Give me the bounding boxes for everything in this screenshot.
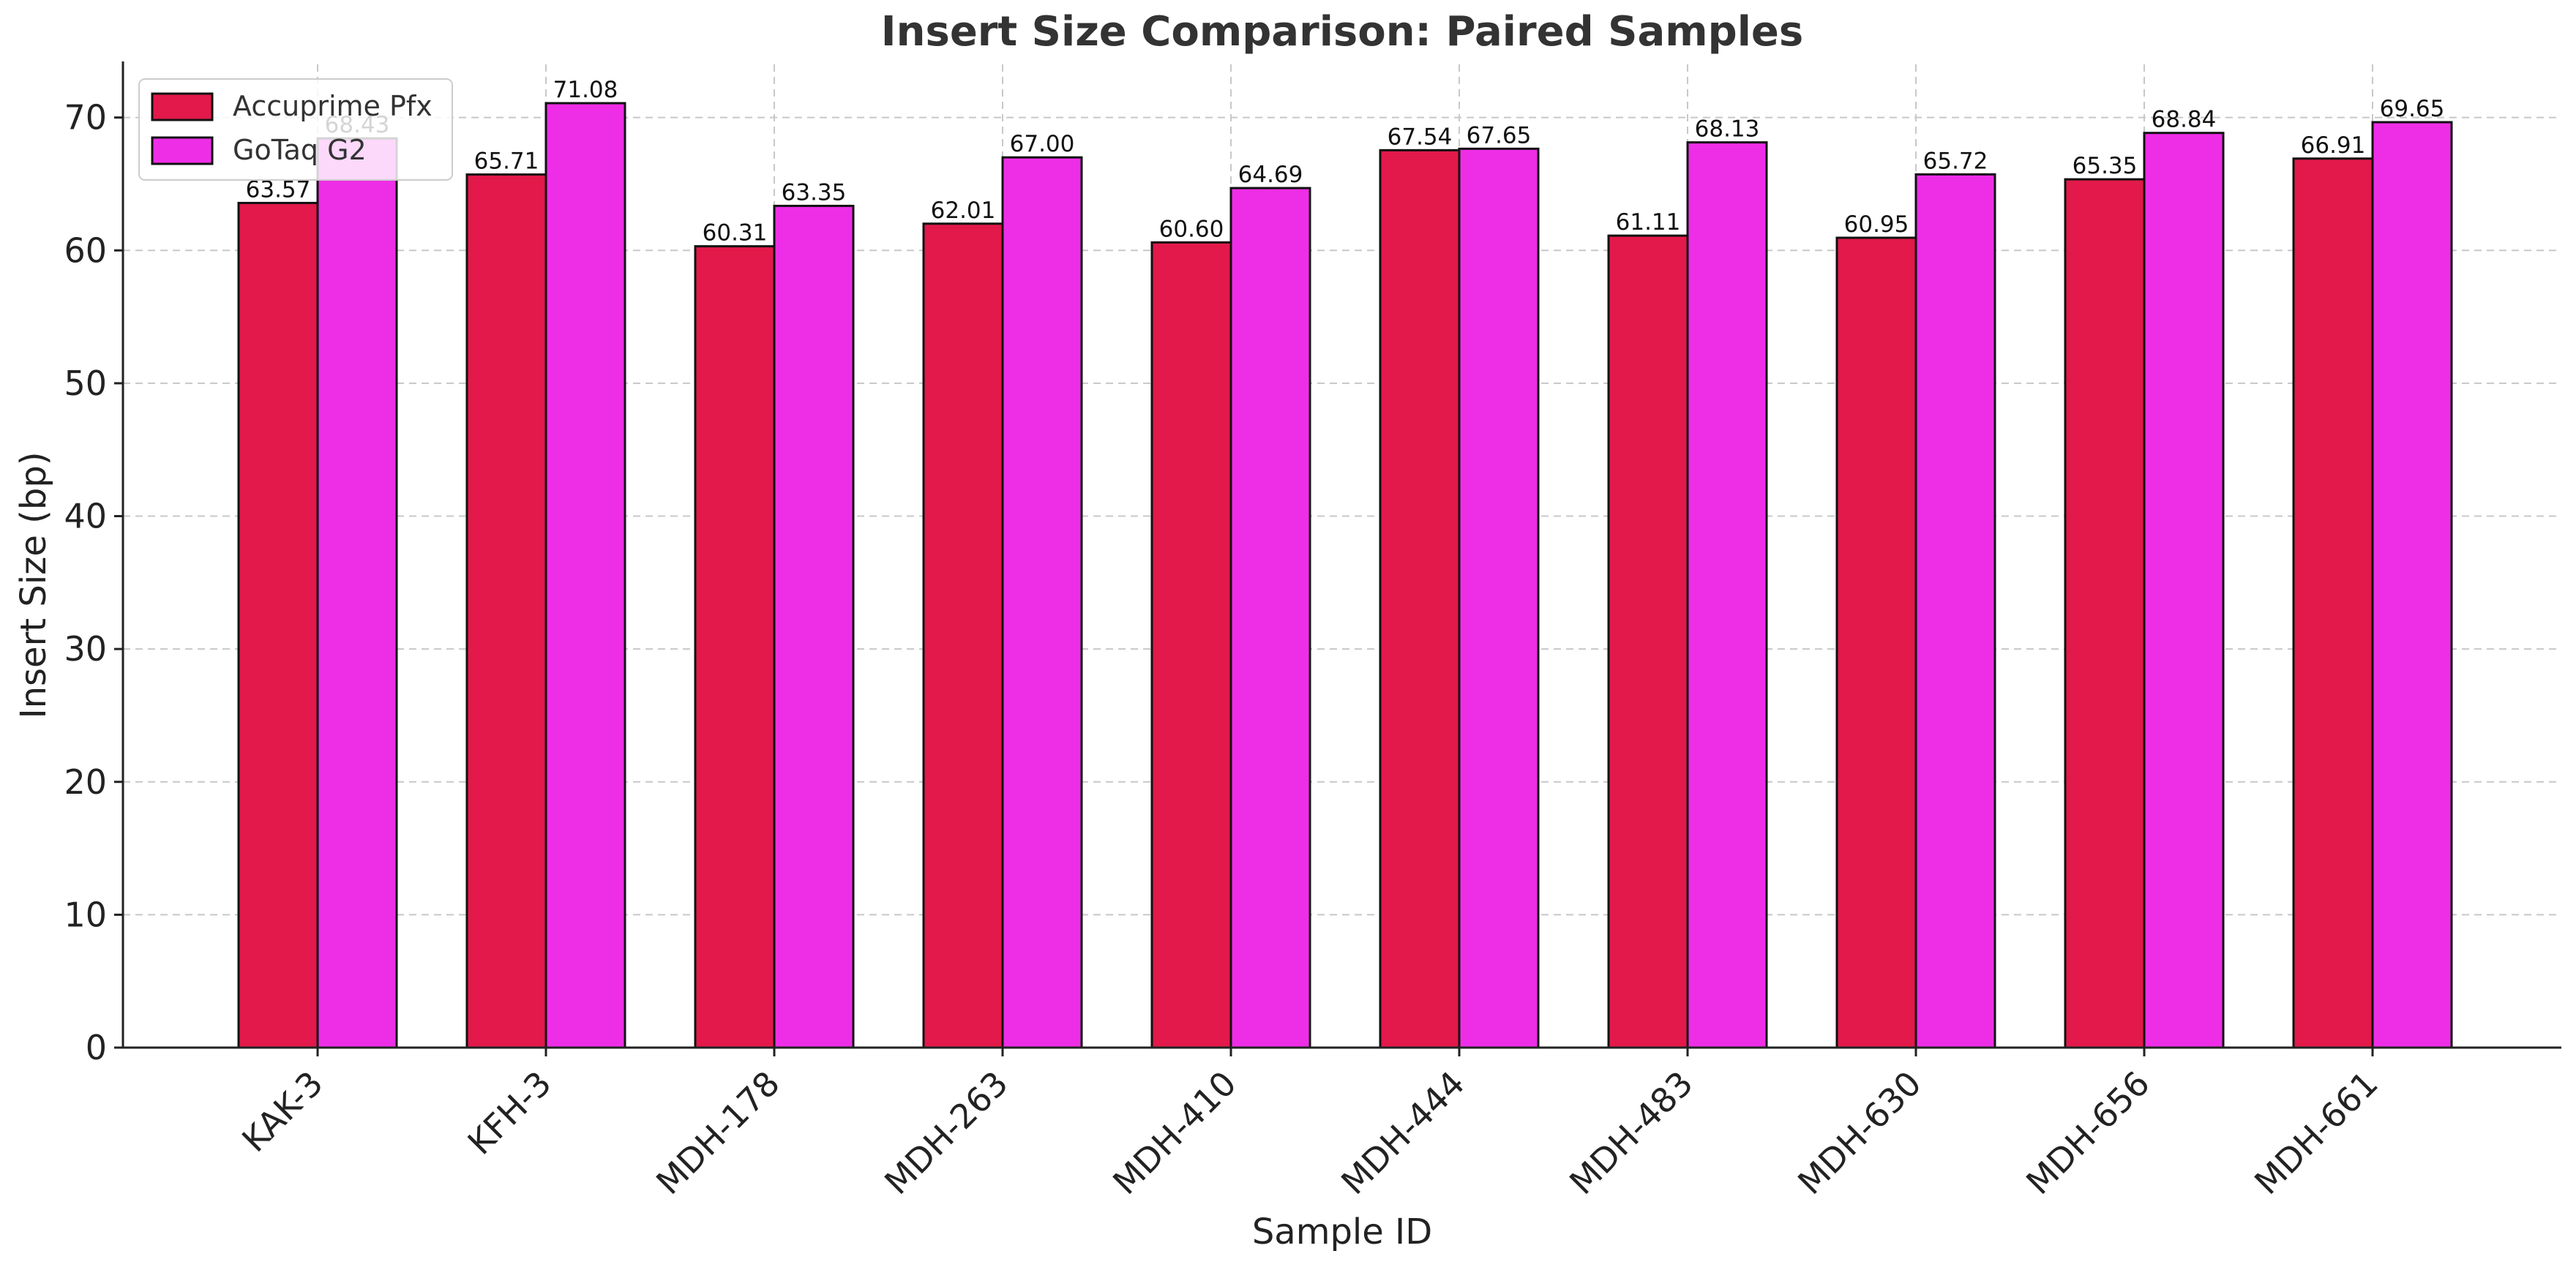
data-label: 60.95: [1844, 211, 1909, 238]
legend-label: Accuprime Pfx: [233, 90, 433, 122]
legend-box: [138, 78, 453, 181]
y-tick-label: 70: [64, 98, 107, 138]
x-tick-label: MDH-630: [1790, 1064, 1929, 1203]
bar-accuprime-pfx-mdh-178: [694, 245, 776, 1049]
bar-accuprime-pfx-mdh-661: [2292, 157, 2374, 1049]
x-tick-label: KFH-3: [460, 1064, 559, 1162]
bar-gotaq-g2-kfh-3: [544, 102, 626, 1049]
data-label: 69.65: [2380, 96, 2445, 122]
y-tick-label: 50: [64, 364, 107, 403]
y-tick-label: 20: [64, 762, 107, 802]
x-tick-label: MDH-410: [1105, 1064, 1244, 1203]
bar-gotaq-g2-mdh-656: [2143, 132, 2225, 1049]
bars-layer: [237, 102, 2453, 1049]
x-tick-label: MDH-178: [648, 1064, 787, 1203]
bar-gotaq-g2-kak-3: [316, 137, 398, 1049]
y-tick-label: 60: [64, 230, 107, 270]
bar-accuprime-pfx-mdh-656: [2064, 178, 2146, 1049]
x-axis-label: Sample ID: [1252, 1211, 1432, 1252]
y-tick-label: 0: [86, 1028, 107, 1067]
y-tick-label: 40: [64, 497, 107, 536]
data-label: 62.01: [931, 198, 996, 224]
bar-accuprime-pfx-mdh-483: [1607, 234, 1689, 1049]
bar-accuprime-pfx-mdh-630: [1835, 236, 1917, 1049]
bar-gotaq-g2-mdh-483: [1686, 141, 1768, 1049]
bar-gotaq-g2-mdh-410: [1229, 187, 1311, 1049]
bar-accuprime-pfx-mdh-444: [1379, 149, 1461, 1049]
bar-accuprime-pfx-kfh-3: [465, 173, 547, 1049]
data-label: 67.54: [1388, 124, 1453, 150]
data-label: 71.08: [553, 77, 618, 103]
bar-gotaq-g2-mdh-263: [1001, 156, 1083, 1049]
data-label: 67.00: [1010, 131, 1075, 157]
bar-gotaq-g2-mdh-630: [1914, 173, 1996, 1049]
x-tick-label: MDH-661: [2247, 1064, 2386, 1203]
legend-swatch: [151, 136, 214, 165]
bar-accuprime-pfx-kak-3: [237, 201, 319, 1049]
y-tick-label: 30: [64, 629, 107, 669]
data-label: 63.57: [246, 176, 311, 203]
x-tick-label: MDH-263: [877, 1064, 1016, 1203]
data-label: 68.13: [1695, 116, 1760, 143]
data-label: 66.91: [2301, 132, 2366, 159]
data-label: 65.72: [1923, 148, 1988, 174]
data-label: 60.31: [703, 220, 768, 247]
chart-title: Insert Size Comparison: Paired Samples: [881, 8, 1803, 56]
bar-gotaq-g2-mdh-178: [773, 204, 855, 1049]
legend: Accuprime Pfx GoTaq G2: [138, 78, 453, 181]
data-label: 65.35: [2073, 153, 2138, 179]
x-tick-label: MDH-656: [2018, 1064, 2157, 1203]
data-label: 65.71: [474, 149, 539, 175]
y-tick-label: 10: [64, 895, 107, 934]
data-label: 61.11: [1616, 209, 1681, 236]
bar-gotaq-g2-mdh-444: [1458, 147, 1540, 1049]
data-labels-layer: 63.57 65.71 60.31 62.01 60.60 67.54 61.11 60.95…: [246, 77, 2445, 247]
bar-gotaq-g2-mdh-661: [2371, 121, 2453, 1049]
y-axis-label: Insert Size (bp): [13, 451, 54, 718]
data-label: 60.60: [1159, 216, 1224, 242]
x-tick-label: MDH-483: [1562, 1064, 1701, 1203]
data-label: 67.65: [1467, 122, 1532, 149]
bar-accuprime-pfx-mdh-410: [1150, 241, 1232, 1049]
data-label: 64.69: [1238, 162, 1303, 188]
data-label: 63.35: [782, 179, 847, 206]
x-tick-label: MDH-444: [1333, 1064, 1472, 1203]
legend-swatch: [151, 92, 214, 121]
bar-accuprime-pfx-mdh-263: [922, 222, 1004, 1049]
legend-label: GoTaq G2: [233, 134, 367, 166]
x-tick-label: KAK-3: [234, 1064, 331, 1160]
data-label: 68.84: [2152, 107, 2217, 133]
